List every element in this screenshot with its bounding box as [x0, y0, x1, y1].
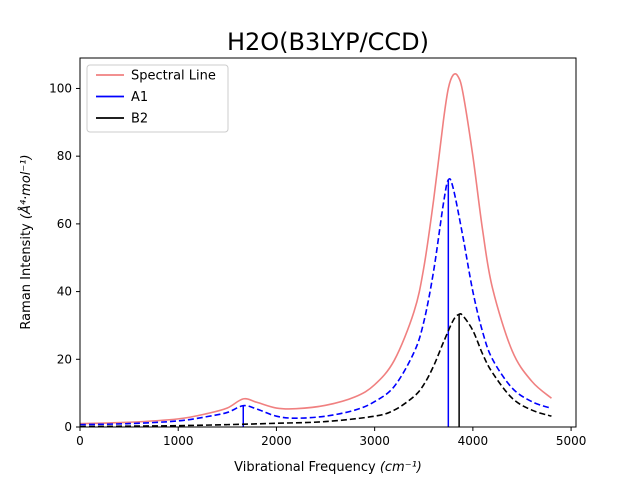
- plot-frame: [79, 57, 577, 428]
- x-tick-label: 3000: [359, 434, 390, 448]
- series-line-spectral-line: [79, 72, 552, 425]
- y-tick-label: 100: [49, 81, 72, 95]
- legend-label: B2: [131, 112, 148, 127]
- x-axis-label: Vibrational Frequency (cm⁻¹): [234, 460, 422, 475]
- legend: Spectral Line A1 B2: [86, 64, 229, 133]
- chart-title: H2O(B3LYP/CCD): [227, 28, 429, 56]
- series-line-b2: [79, 312, 552, 428]
- y-axis-label-unit: (Å⁴·mol⁻¹): [18, 154, 34, 219]
- y-tick-label: 40: [57, 285, 72, 299]
- legend-box: [86, 64, 229, 133]
- y-axis-label: Raman Intensity (Å⁴·mol⁻¹): [18, 154, 34, 329]
- y-tick-label: 80: [57, 149, 72, 163]
- y-axis-label-text: Raman Intensity: [19, 223, 34, 330]
- y-tick-label: 60: [57, 217, 72, 231]
- x-tick-label: 2000: [261, 434, 292, 448]
- legend-label: Spectral Line: [131, 69, 216, 84]
- legend-label: A1: [131, 90, 148, 105]
- series-lines: [79, 72, 552, 428]
- x-tick-label: 1000: [163, 434, 194, 448]
- series-line-a1: [79, 177, 552, 426]
- x-axis-label-text: Vibrational Frequency: [234, 460, 376, 475]
- x-axis-label-unit: (cm⁻¹): [380, 460, 422, 475]
- axis-ticks: 0 1000 2000 3000 4000 5000 0 20 40 60 80 100: [49, 81, 586, 448]
- x-tick-label: 4000: [458, 434, 489, 448]
- x-tick-label: 5000: [556, 434, 587, 448]
- y-tick-label: 20: [57, 352, 72, 366]
- x-tick-label: 0: [76, 434, 84, 448]
- y-tick-label: 0: [64, 420, 72, 434]
